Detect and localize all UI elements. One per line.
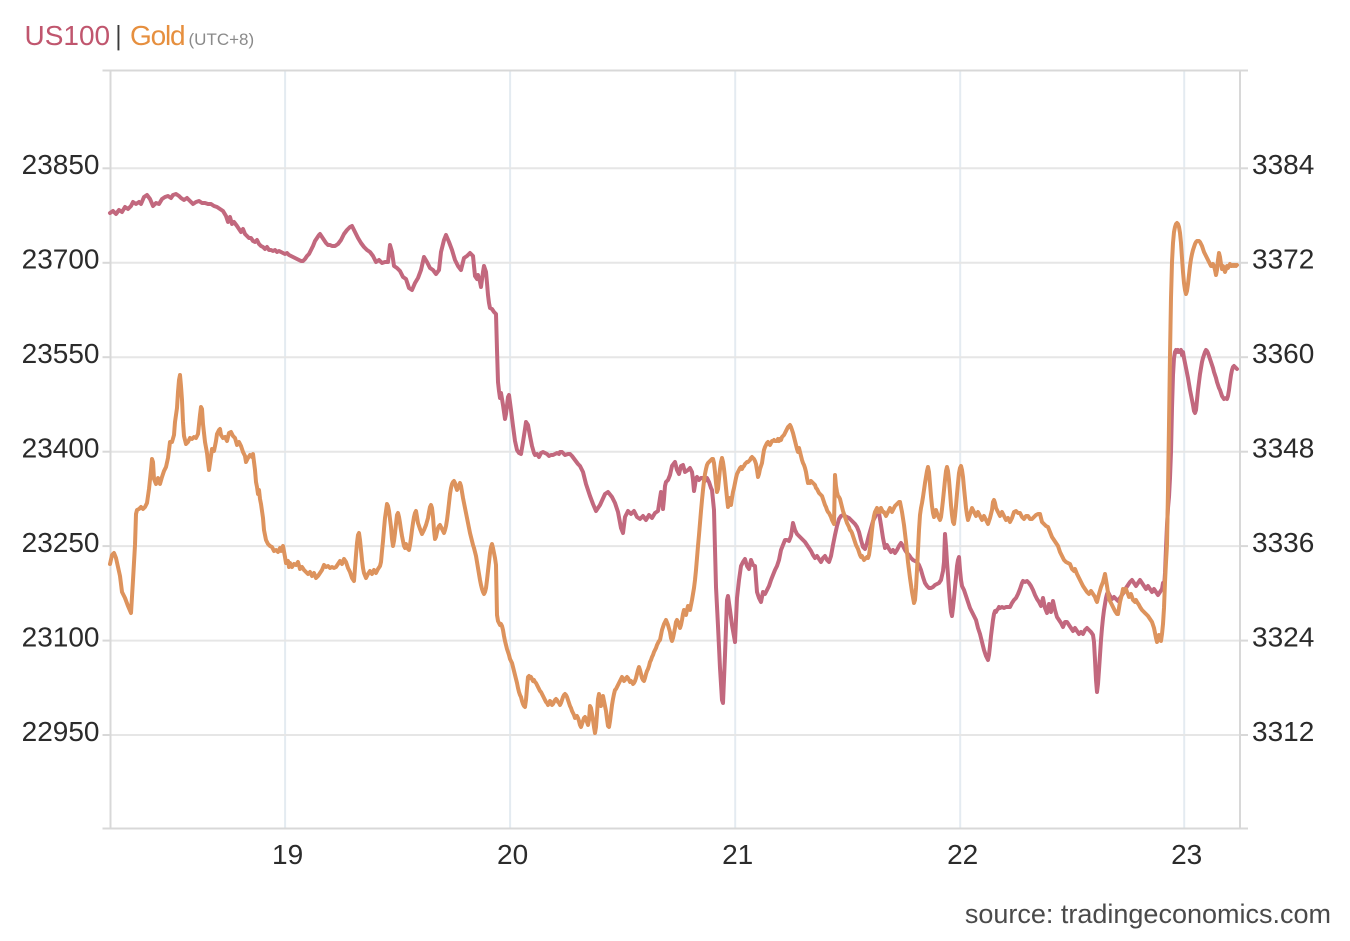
svg-text:20: 20 [497,839,528,870]
svg-text:3360: 3360 [1252,338,1314,369]
svg-text:23250: 23250 [22,527,100,558]
svg-text:US100: US100 [25,20,111,51]
svg-text:21: 21 [722,839,753,870]
svg-text:23: 23 [1171,839,1202,870]
svg-text:source: tradingeconomics.com: source: tradingeconomics.com [965,899,1331,929]
svg-text:23700: 23700 [22,244,100,275]
svg-text:3348: 3348 [1252,433,1314,464]
svg-text:3336: 3336 [1252,527,1314,558]
svg-text:3324: 3324 [1252,621,1314,652]
svg-text:23400: 23400 [22,433,100,464]
svg-text:23100: 23100 [22,621,100,652]
svg-text:22950: 22950 [22,716,100,747]
svg-text:19: 19 [272,839,303,870]
svg-text:23550: 23550 [22,338,100,369]
svg-text:Gold: Gold [130,20,184,51]
svg-text:3372: 3372 [1252,244,1314,275]
svg-text:(UTC+8): (UTC+8) [189,30,255,49]
svg-text:22: 22 [947,839,978,870]
svg-text:23850: 23850 [22,149,100,180]
svg-text:3384: 3384 [1252,149,1314,180]
svg-text:3312: 3312 [1252,716,1314,747]
